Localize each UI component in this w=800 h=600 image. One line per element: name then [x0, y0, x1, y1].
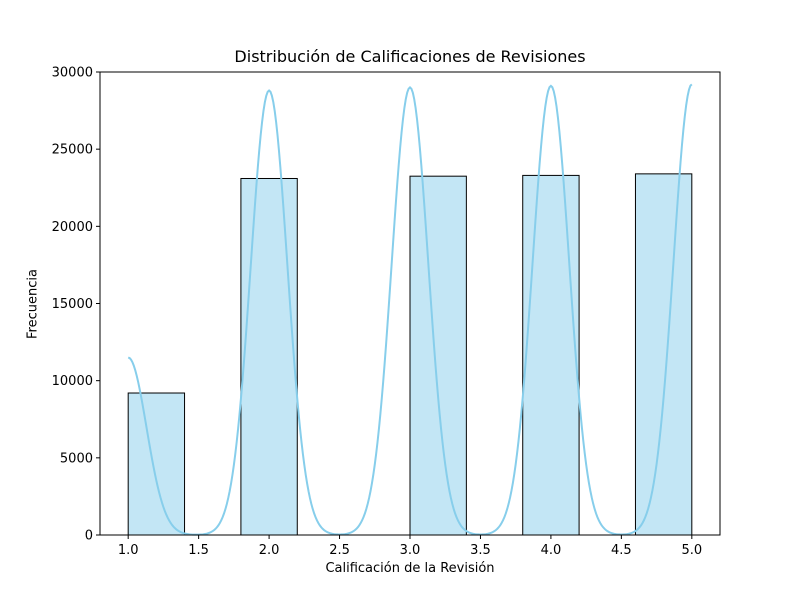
- x-tick-label-7: 4.5: [611, 543, 632, 558]
- x-tick-label-4: 3.0: [400, 543, 421, 558]
- x-tick-label-5: 3.5: [470, 543, 491, 558]
- x-tick-label-8: 5.0: [681, 543, 702, 558]
- chart-title: Distribución de Calificaciones de Revisi…: [234, 47, 586, 66]
- histogram-bar-7: [522, 174, 580, 536]
- histogram-bar-9: [634, 173, 693, 536]
- y-tick-label-0: 0: [85, 529, 93, 544]
- x-axis-label: Calificación de la Revisión: [325, 561, 495, 576]
- x-tick-label-2: 2.0: [259, 543, 280, 558]
- y-tick-label-2: 10000: [52, 374, 93, 389]
- histogram-bar-0: [127, 392, 186, 536]
- y-axis-label: Frecuencia: [25, 269, 41, 339]
- histogram-bar-5: [409, 175, 467, 536]
- x-tick-label-0: 1.0: [118, 543, 139, 558]
- x-tick-label-3: 2.5: [329, 543, 350, 558]
- x-tick-label-6: 4.0: [541, 543, 562, 558]
- y-tick-label-4: 20000: [52, 220, 93, 235]
- histogram-bar-2: [240, 177, 298, 536]
- y-tick-label-3: 15000: [52, 297, 93, 312]
- x-tick-label-1: 1.5: [188, 543, 209, 558]
- y-tick-label-6: 30000: [52, 66, 93, 81]
- y-tick-label-1: 5000: [60, 451, 93, 466]
- kde-line: [127, 83, 693, 536]
- y-tick-label-5: 25000: [52, 143, 93, 158]
